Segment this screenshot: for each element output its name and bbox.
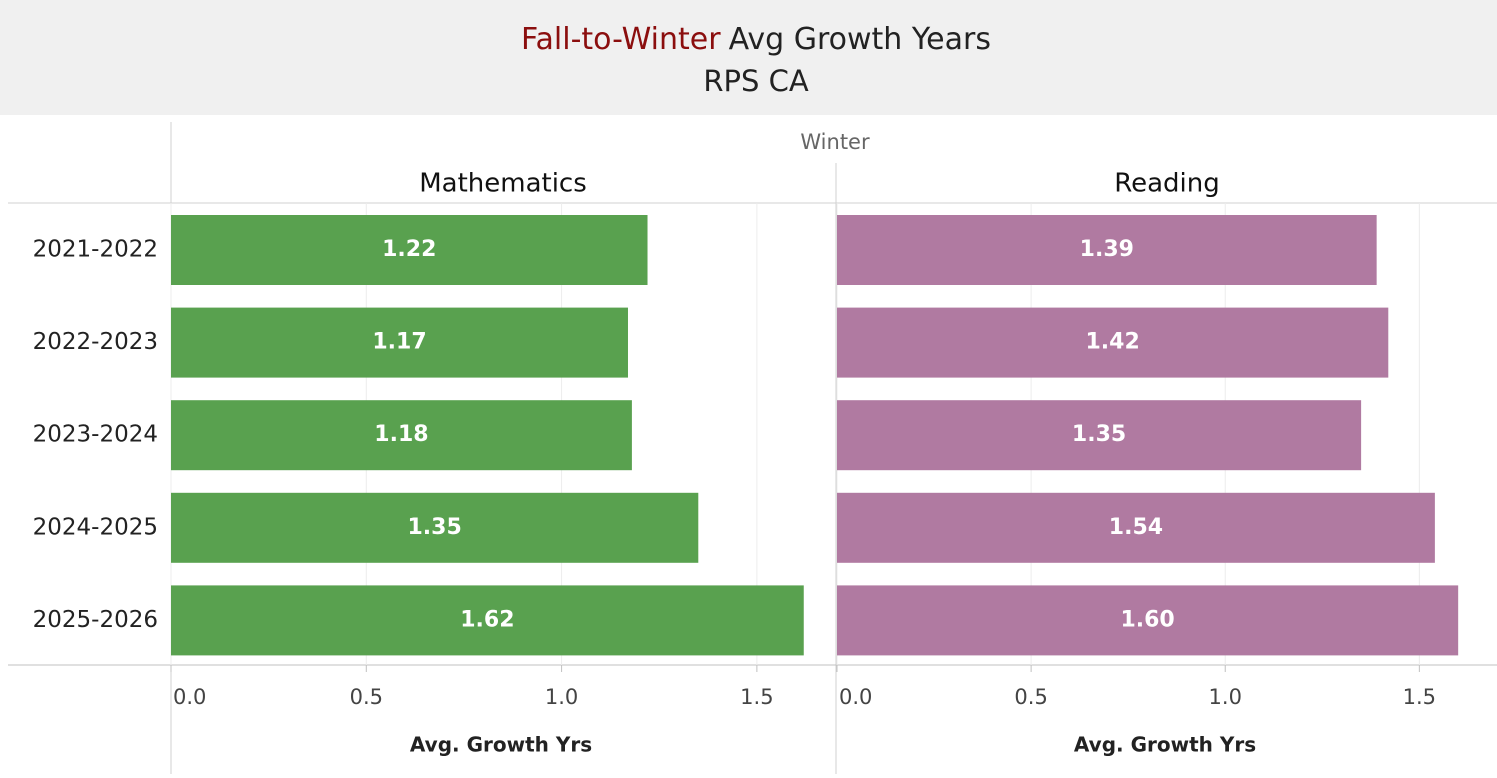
value-label: 1.42 — [1086, 330, 1140, 355]
bar — [837, 492, 1435, 563]
x-tick-label: 0.5 — [1014, 685, 1047, 709]
x-tick-label: 1.5 — [740, 685, 773, 709]
bar — [837, 400, 1362, 471]
bar — [837, 585, 1459, 656]
subtitle: RPS CA — [703, 64, 809, 98]
bar — [171, 492, 699, 563]
category-label: 2025-2026 — [33, 607, 158, 633]
bar — [171, 585, 804, 656]
category-label: 2022-2023 — [33, 329, 158, 355]
x-tick-label: 1.5 — [1403, 685, 1436, 709]
value-label: 1.39 — [1080, 237, 1134, 262]
x-axis-title: Avg. Growth Yrs — [410, 733, 592, 757]
title-highlight: Fall-to-Winter — [521, 22, 721, 57]
x-tick-label: 1.0 — [1209, 685, 1242, 709]
x-tick-label: 0.5 — [350, 685, 383, 709]
x-tick-label: 0.0 — [839, 685, 872, 709]
panel-title: Mathematics — [419, 169, 587, 199]
category-label: 2023-2024 — [33, 422, 158, 448]
bar — [171, 307, 628, 378]
value-label: 1.22 — [382, 237, 436, 262]
bar — [171, 400, 632, 471]
column-header: Winter — [800, 130, 870, 154]
value-label: 1.62 — [460, 607, 514, 632]
panel-title: Reading — [1114, 169, 1220, 199]
x-tick-label: 1.0 — [545, 685, 578, 709]
bar — [837, 307, 1389, 378]
bar — [837, 215, 1377, 285]
value-label: 1.17 — [372, 330, 426, 355]
title-main: Avg Growth Years — [729, 22, 991, 57]
x-axis-title: Avg. Growth Yrs — [1074, 733, 1256, 757]
x-tick-label: 0.0 — [173, 685, 206, 709]
value-label: 1.35 — [408, 515, 462, 540]
category-label: 2024-2025 — [33, 514, 158, 540]
category-label: 2021-2022 — [33, 237, 158, 263]
value-label: 1.60 — [1120, 607, 1174, 632]
value-label: 1.18 — [374, 422, 428, 447]
value-label: 1.35 — [1072, 422, 1126, 447]
title: Fall-to-Winter Avg Growth Years — [521, 22, 991, 57]
bar — [171, 215, 648, 285]
value-label: 1.54 — [1109, 515, 1163, 540]
header-band — [0, 0, 1497, 115]
